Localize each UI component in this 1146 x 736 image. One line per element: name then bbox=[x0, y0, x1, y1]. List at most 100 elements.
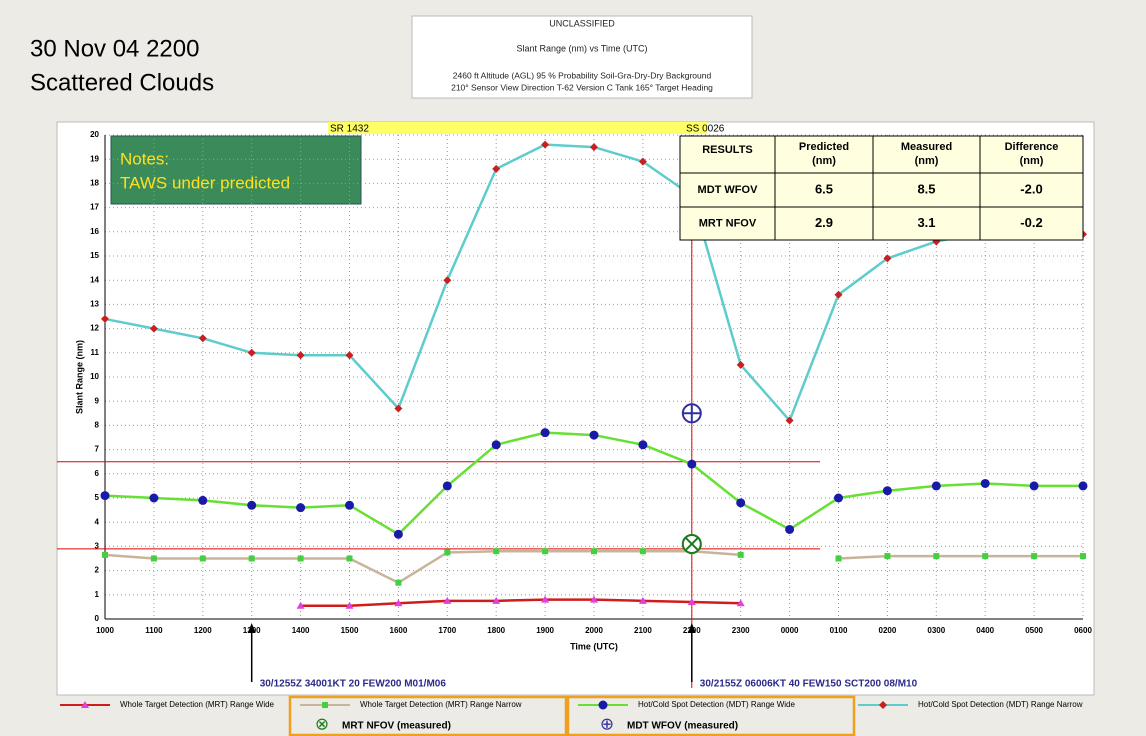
y-tick-label: 3 bbox=[95, 542, 100, 551]
point bbox=[198, 495, 208, 505]
point bbox=[598, 700, 608, 710]
table-header: Measured bbox=[901, 141, 952, 153]
legend-label: Hot/Cold Spot Detection (MDT) Range Narr… bbox=[918, 700, 1083, 709]
point bbox=[198, 334, 207, 343]
point bbox=[395, 579, 402, 586]
y-tick-label: 5 bbox=[95, 493, 100, 502]
x-tick-label: 1800 bbox=[487, 626, 505, 635]
legend-label: Hot/Cold Spot Detection (MDT) Range Wide bbox=[638, 700, 796, 709]
point bbox=[199, 555, 206, 562]
y-tick-label: 8 bbox=[95, 421, 100, 430]
table-header: Difference bbox=[1005, 141, 1059, 153]
table-cell: MDT WFOV bbox=[698, 184, 759, 196]
point bbox=[736, 360, 745, 369]
point bbox=[1029, 481, 1039, 491]
point bbox=[591, 548, 597, 555]
point bbox=[687, 598, 696, 606]
point bbox=[638, 440, 648, 450]
legend-symbol: ⊗ bbox=[315, 714, 329, 733]
table-cell: 8.5 bbox=[917, 181, 935, 196]
legend-box bbox=[288, 695, 568, 736]
y-tick-label: 15 bbox=[90, 251, 99, 260]
point bbox=[100, 491, 110, 501]
table-cell: -2.0 bbox=[1020, 181, 1042, 196]
point bbox=[835, 555, 842, 562]
y-tick-label: 9 bbox=[95, 396, 100, 405]
x-tick-label: 1900 bbox=[536, 626, 554, 635]
point bbox=[296, 503, 306, 513]
point bbox=[443, 276, 452, 285]
point bbox=[834, 493, 843, 503]
point bbox=[638, 596, 647, 604]
info-text: UNCLASSIFIED bbox=[549, 18, 615, 28]
point bbox=[736, 599, 745, 607]
point bbox=[834, 290, 843, 299]
x-tick-label: 2000 bbox=[585, 626, 603, 635]
point bbox=[345, 601, 354, 609]
point bbox=[883, 254, 892, 263]
point bbox=[931, 481, 941, 491]
point bbox=[394, 404, 403, 413]
point bbox=[590, 595, 598, 603]
point bbox=[444, 549, 451, 556]
x-tick-label: 2300 bbox=[732, 626, 750, 635]
x-tick-label: 1000 bbox=[96, 626, 114, 635]
x-tick-label: 1400 bbox=[292, 626, 310, 635]
y-tick-label: 6 bbox=[95, 469, 100, 478]
table-header: (nm) bbox=[812, 155, 836, 167]
x-tick-label: 1500 bbox=[341, 626, 359, 635]
y-tick-label: 1 bbox=[95, 590, 100, 599]
x-tick-label: 0400 bbox=[976, 626, 994, 635]
point bbox=[346, 555, 353, 562]
point bbox=[247, 500, 257, 510]
x-tick-label: 0000 bbox=[781, 626, 799, 635]
y-tick-label: 10 bbox=[90, 372, 99, 381]
x-tick-label: 0200 bbox=[879, 626, 897, 635]
x-tick-label: 0300 bbox=[927, 626, 945, 635]
table-cell: 2.9 bbox=[815, 215, 833, 230]
note: TAWS under predicted bbox=[120, 173, 290, 192]
measured-glyph bbox=[685, 537, 699, 551]
point bbox=[687, 459, 697, 469]
point bbox=[980, 478, 990, 488]
point bbox=[150, 555, 157, 562]
y-tick-label: 7 bbox=[95, 445, 100, 454]
title: Scattered Clouds bbox=[30, 69, 214, 96]
note: Notes: bbox=[120, 149, 169, 168]
table-cell: 3.1 bbox=[917, 215, 935, 230]
info-text: 210° Sensor View Direction T-62 Version … bbox=[451, 82, 713, 92]
legend-label: MDT WFOV (measured) bbox=[627, 721, 738, 732]
y-tick-label: 20 bbox=[90, 130, 99, 139]
x-tick-label: 1200 bbox=[194, 626, 212, 635]
point bbox=[322, 702, 328, 708]
point bbox=[982, 553, 989, 560]
arrow-head bbox=[687, 623, 696, 633]
table-cell: 6.5 bbox=[815, 181, 833, 196]
results-table bbox=[679, 135, 1084, 241]
y-tick-label: 19 bbox=[90, 154, 99, 163]
legend-label: Whole Target Detection (MRT) Range Wide bbox=[120, 700, 275, 709]
series-line bbox=[104, 549, 1083, 585]
legend-label: Whole Target Detection (MRT) Range Narro… bbox=[360, 700, 522, 709]
point bbox=[491, 440, 501, 450]
x-axis-label: Time (UTC) bbox=[570, 641, 618, 651]
x-tick-label: 0500 bbox=[1025, 626, 1043, 635]
info-box bbox=[411, 15, 753, 99]
sunrise: SR 1432 bbox=[330, 124, 369, 135]
table-header: RESULTS bbox=[702, 144, 753, 156]
y-tick-label: 13 bbox=[90, 300, 99, 309]
x-tick-label: 0600 bbox=[1074, 626, 1092, 635]
point bbox=[492, 596, 501, 604]
point bbox=[296, 601, 305, 609]
point bbox=[345, 500, 354, 510]
point bbox=[248, 555, 255, 562]
y-tick-label: 16 bbox=[90, 227, 99, 236]
sun-bar bbox=[328, 122, 707, 134]
point bbox=[1078, 481, 1088, 491]
y-tick-label: 18 bbox=[90, 179, 99, 188]
point bbox=[541, 140, 550, 149]
point bbox=[737, 551, 744, 558]
point bbox=[149, 324, 158, 333]
point bbox=[1031, 553, 1038, 560]
